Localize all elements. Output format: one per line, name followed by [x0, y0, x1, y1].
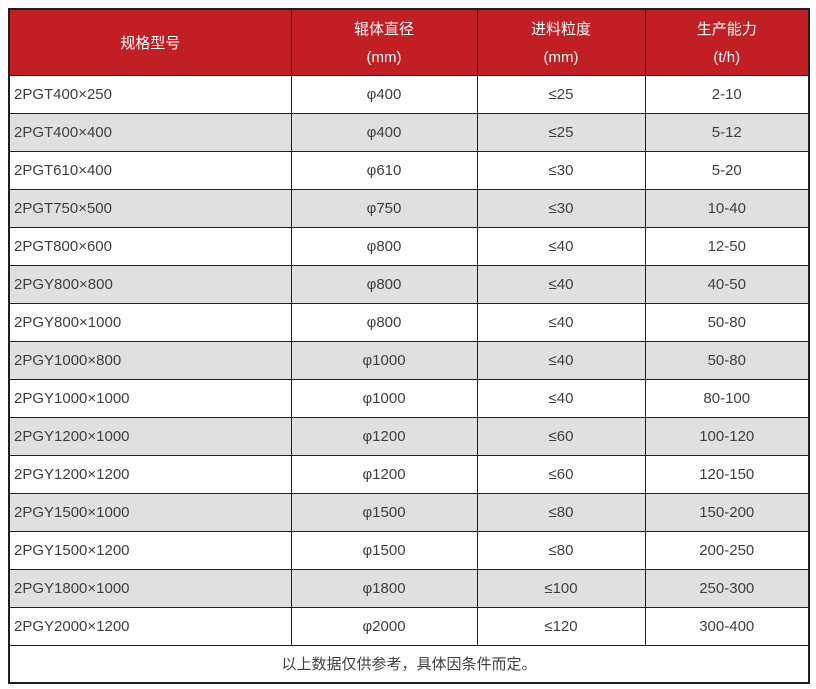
capacity-cell: 50-80 [644, 302, 810, 342]
header-row: 规格型号 辊体直径 (mm) 进料粒度 (mm) 生产能力 (t/h) [8, 8, 810, 76]
capacity-cell: 12-50 [644, 226, 810, 266]
diameter-cell: φ1200 [290, 416, 478, 456]
column-header-label: 规格型号 [120, 34, 181, 52]
feed-size-cell: ≤40 [476, 340, 646, 380]
model-cell: 2PGY1000×800 [8, 340, 292, 380]
table-row: 2PGT750×500 φ750 ≤30 10-40 [8, 188, 810, 228]
footer-row: 以上数据仅供参考，具体因条件而定。 [8, 644, 810, 684]
capacity-cell: 120-150 [644, 454, 810, 494]
capacity-cell: 10-40 [644, 188, 810, 228]
model-cell: 2PGT400×400 [8, 112, 292, 152]
table-footer: 以上数据仅供参考，具体因条件而定。 [8, 644, 810, 684]
column-header-feed-size: 进料粒度 (mm) [476, 8, 646, 76]
capacity-cell: 40-50 [644, 264, 810, 304]
diameter-cell: φ400 [290, 112, 478, 152]
feed-size-cell: ≤100 [476, 568, 646, 608]
capacity-cell: 50-80 [644, 340, 810, 380]
diameter-cell: φ750 [290, 188, 478, 228]
table-body: 2PGT400×250 φ400 ≤25 2-10 2PGT400×400 φ400 ≤25… [8, 74, 810, 646]
table-row: 2PGY2000×1200 φ2000 ≤120 300-400 [8, 606, 810, 646]
model-cell: 2PGY1200×1000 [8, 416, 292, 456]
model-cell: 2PGT610×400 [8, 150, 292, 190]
feed-size-cell: ≤40 [476, 264, 646, 304]
model-cell: 2PGY1500×1200 [8, 530, 292, 570]
model-cell: 2PGT750×500 [8, 188, 292, 228]
capacity-cell: 250-300 [644, 568, 810, 608]
capacity-cell: 200-250 [644, 530, 810, 570]
diameter-cell: φ800 [290, 264, 478, 304]
diameter-cell: φ1500 [290, 492, 478, 532]
feed-size-cell: ≤80 [476, 530, 646, 570]
model-cell: 2PGY2000×1200 [8, 606, 292, 646]
feed-size-cell: ≤25 [476, 112, 646, 152]
table-row: 2PGY1800×1000 φ1800 ≤100 250-300 [8, 568, 810, 608]
feed-size-cell: ≤40 [476, 302, 646, 342]
table-row: 2PGY1000×800 φ1000 ≤40 50-80 [8, 340, 810, 380]
column-header-unit: (mm) [543, 49, 579, 67]
column-header-label: 辊体直径 [353, 21, 414, 39]
feed-size-cell: ≤60 [476, 454, 646, 494]
table-row: 2PGT610×400 φ610 ≤30 5-20 [8, 150, 810, 190]
diameter-cell: φ1000 [290, 378, 478, 418]
column-header-unit: (t/h) [713, 49, 741, 67]
table-row: 2PGY1200×1200 φ1200 ≤60 120-150 [8, 454, 810, 494]
model-cell: 2PGY1200×1200 [8, 454, 292, 494]
diameter-cell: φ610 [290, 150, 478, 190]
table-row: 2PGY800×1000 φ800 ≤40 50-80 [8, 302, 810, 342]
model-cell: 2PGY1000×1000 [8, 378, 292, 418]
capacity-cell: 300-400 [644, 606, 810, 646]
capacity-cell: 5-20 [644, 150, 810, 190]
spec-table: 规格型号 辊体直径 (mm) 进料粒度 (mm) 生产能力 (t/h) 2PGT400×25… [8, 8, 810, 684]
footer-note: 以上数据仅供参考，具体因条件而定。 [8, 644, 810, 684]
table-row: 2PGT400×250 φ400 ≤25 2-10 [8, 74, 810, 114]
diameter-cell: φ1800 [290, 568, 478, 608]
column-header-unit: (mm) [366, 49, 402, 67]
table-row: 2PGY1500×1200 φ1500 ≤80 200-250 [8, 530, 810, 570]
model-cell: 2PGY1800×1000 [8, 568, 292, 608]
feed-size-cell: ≤30 [476, 188, 646, 228]
column-header-model: 规格型号 [8, 8, 292, 76]
diameter-cell: φ1200 [290, 454, 478, 494]
model-cell: 2PGT800×600 [8, 226, 292, 266]
table-row: 2PGY1500×1000 φ1500 ≤80 150-200 [8, 492, 810, 532]
column-header-capacity: 生产能力 (t/h) [644, 8, 810, 76]
feed-size-cell: ≤25 [476, 74, 646, 114]
diameter-cell: φ1000 [290, 340, 478, 380]
column-header-label: 进料粒度 [530, 21, 591, 39]
feed-size-cell: ≤60 [476, 416, 646, 456]
feed-size-cell: ≤120 [476, 606, 646, 646]
model-cell: 2PGY1500×1000 [8, 492, 292, 532]
diameter-cell: φ1500 [290, 530, 478, 570]
diameter-cell: φ400 [290, 74, 478, 114]
diameter-cell: φ2000 [290, 606, 478, 646]
feed-size-cell: ≤40 [476, 226, 646, 266]
table-header: 规格型号 辊体直径 (mm) 进料粒度 (mm) 生产能力 (t/h) [8, 8, 810, 76]
capacity-cell: 100-120 [644, 416, 810, 456]
diameter-cell: φ800 [290, 302, 478, 342]
feed-size-cell: ≤30 [476, 150, 646, 190]
capacity-cell: 150-200 [644, 492, 810, 532]
capacity-cell: 2-10 [644, 74, 810, 114]
model-cell: 2PGY800×800 [8, 264, 292, 304]
capacity-cell: 5-12 [644, 112, 810, 152]
table-row: 2PGT800×600 φ800 ≤40 12-50 [8, 226, 810, 266]
feed-size-cell: ≤40 [476, 378, 646, 418]
table-row: 2PGT400×400 φ400 ≤25 5-12 [8, 112, 810, 152]
model-cell: 2PGY800×1000 [8, 302, 292, 342]
model-cell: 2PGT400×250 [8, 74, 292, 114]
capacity-cell: 80-100 [644, 378, 810, 418]
table-row: 2PGY1200×1000 φ1200 ≤60 100-120 [8, 416, 810, 456]
column-header-label: 生产能力 [696, 21, 757, 39]
column-header-roller-diameter: 辊体直径 (mm) [290, 8, 478, 76]
table-row: 2PGY1000×1000 φ1000 ≤40 80-100 [8, 378, 810, 418]
table-row: 2PGY800×800 φ800 ≤40 40-50 [8, 264, 810, 304]
feed-size-cell: ≤80 [476, 492, 646, 532]
diameter-cell: φ800 [290, 226, 478, 266]
